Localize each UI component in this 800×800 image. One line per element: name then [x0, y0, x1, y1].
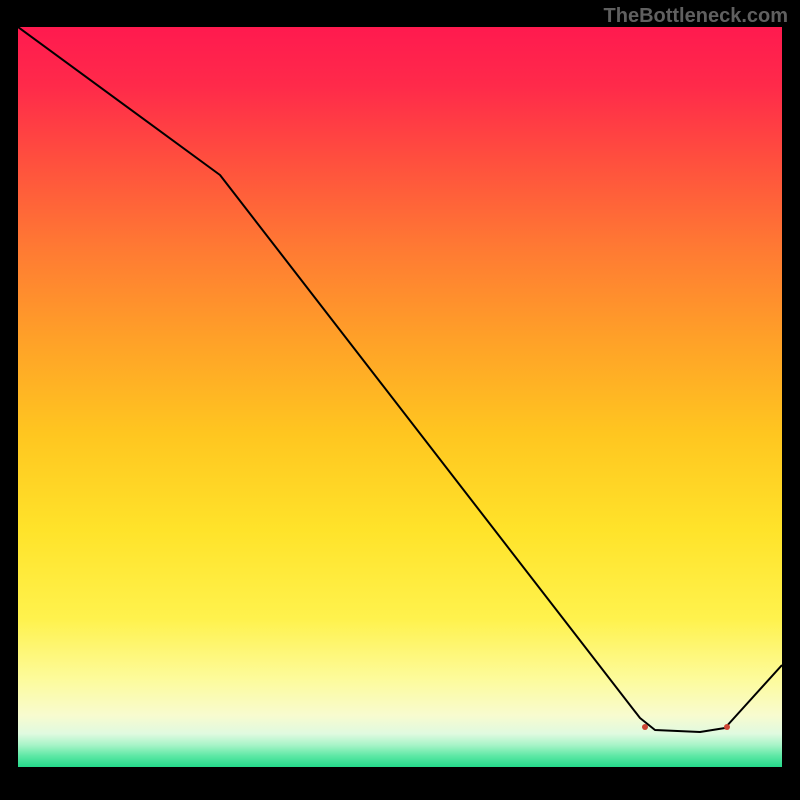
marker-dot	[642, 724, 648, 730]
watermark-text: TheBottleneck.com	[604, 5, 788, 28]
marker-dot	[724, 724, 730, 730]
plot-area	[18, 27, 782, 767]
curve-line	[18, 27, 782, 767]
chart-root: TheBottleneck.com	[0, 0, 800, 800]
